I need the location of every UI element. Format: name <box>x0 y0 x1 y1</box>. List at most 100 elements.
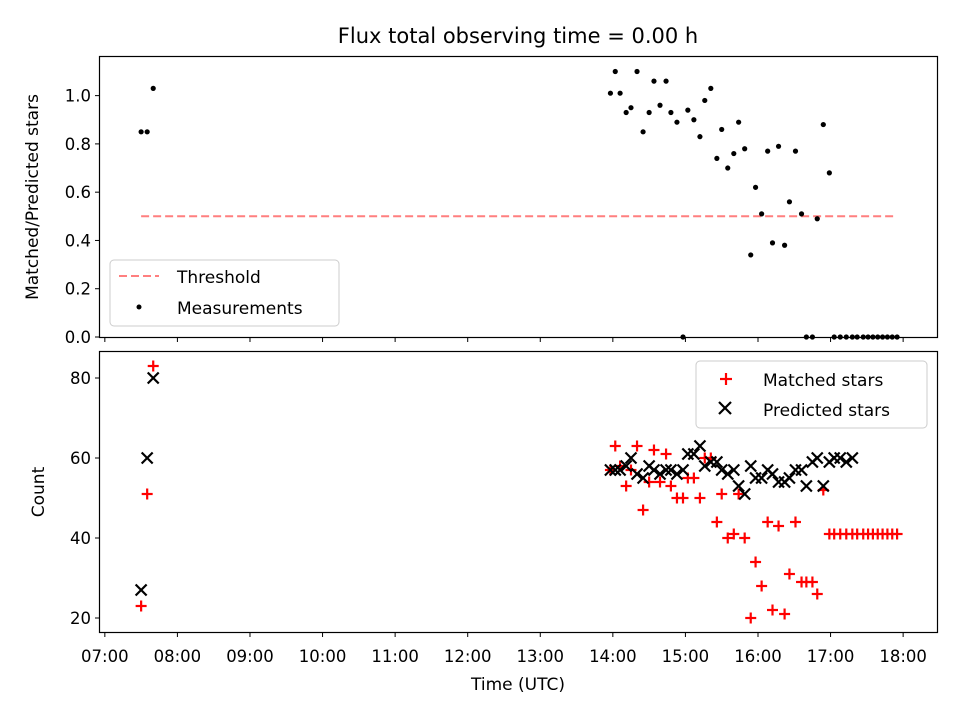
legend-predicted-label: Predicted stars <box>763 401 890 421</box>
measurement-point <box>708 85 714 91</box>
measurement-point <box>786 199 793 205</box>
measurement-point <box>628 105 634 111</box>
bottom-y-axis-label: Count <box>29 466 49 517</box>
top-axes-frame <box>98 55 939 339</box>
measurement-point <box>144 129 150 135</box>
matched-star-point <box>750 556 762 568</box>
matched-star-point <box>722 532 734 544</box>
matched-star-point <box>789 516 801 528</box>
measurement-point <box>612 68 618 75</box>
predicted-star-point <box>833 451 847 465</box>
predicted-star-point <box>810 451 824 465</box>
matched-star-point <box>637 504 649 516</box>
measurement-point <box>623 109 629 116</box>
bottom-y-tick-label: 20 <box>70 609 91 628</box>
predicted-star-point <box>721 467 735 481</box>
matched-star-point <box>779 608 791 620</box>
predicted-star-point <box>664 463 678 477</box>
legend-measurements-label: Measurements <box>177 299 303 319</box>
measurement-point <box>691 117 697 123</box>
measurement-point <box>634 68 640 75</box>
predicted-star-point <box>630 467 644 481</box>
matched-star-point <box>811 588 823 600</box>
legend-matched-label: Matched stars <box>763 371 883 391</box>
predicted-star-point <box>624 451 638 465</box>
matched-star-point <box>631 440 643 452</box>
bottom-y-tick-label: 40 <box>70 529 91 548</box>
legend-matched-marker <box>720 373 732 385</box>
measurement-point <box>138 129 144 135</box>
matched-star-point <box>694 492 706 504</box>
measurement-point <box>714 155 720 161</box>
predicted-star-point <box>681 447 695 461</box>
predicted-star-point <box>698 459 712 473</box>
predicted-star-point <box>840 455 853 469</box>
matched-star-point <box>135 600 147 612</box>
measurement-point <box>769 240 776 246</box>
bottom-panel: 07:00 08:00 09:00 10:00 11:00 12:00 13:00 14:00… <box>29 350 939 695</box>
matched-star-point <box>767 604 779 616</box>
predicted-star-point <box>772 475 785 489</box>
measurement-point <box>702 97 708 104</box>
matched-star-point <box>609 440 621 452</box>
matched-star-point <box>665 480 677 492</box>
matched-star-point <box>756 580 768 592</box>
matched-star-point <box>783 568 795 580</box>
matched-star-point <box>733 488 745 500</box>
matched-star-point <box>745 612 757 624</box>
top-y-tick-label: 1.0 <box>65 87 91 106</box>
measurement-point <box>748 252 754 258</box>
predicted-star-point <box>789 463 802 477</box>
bottom-axes-frame <box>98 350 939 634</box>
legend-measurements-marker <box>136 304 142 310</box>
predicted-star-point <box>732 479 745 493</box>
x-tick-label: 15:00 <box>662 647 710 666</box>
predicted-star-point <box>653 467 667 481</box>
predicted-star-point <box>744 459 758 473</box>
matched-star-point <box>620 480 632 492</box>
measurement-point <box>731 150 737 157</box>
x-tick-label: 16:00 <box>734 647 782 666</box>
measurement-point <box>685 107 691 113</box>
measurement-point <box>668 109 674 116</box>
measurement-point <box>736 119 742 125</box>
predicted-star-point <box>140 451 154 465</box>
x-tick-label: 07:00 <box>81 647 129 666</box>
predicted-star-point <box>710 455 724 469</box>
measurement-point <box>697 134 703 140</box>
matched-star-point <box>711 516 723 528</box>
measurement-point <box>651 78 657 84</box>
predicted-star-point <box>827 451 841 465</box>
top-y-tick-label: 0.4 <box>65 231 91 250</box>
matched-star-point <box>141 488 153 500</box>
top-y-tick-label: 0.2 <box>65 280 91 299</box>
predicted-star-point <box>846 451 859 465</box>
x-tick-label: 17:00 <box>807 647 855 666</box>
measurement-point <box>607 90 614 96</box>
measurement-point <box>792 148 799 154</box>
predicted-star-point <box>727 463 741 477</box>
predicted-star-point <box>795 463 808 477</box>
predicted-star-point <box>670 467 684 481</box>
matched-star-point <box>648 444 660 456</box>
predicted-star-point <box>755 471 768 485</box>
matched-star-point <box>643 476 655 488</box>
predicted-star-point <box>604 463 617 477</box>
measurement-point <box>820 121 826 128</box>
predicted-star-point <box>749 471 762 485</box>
measurement-point <box>742 146 748 152</box>
predicted-star-point <box>647 463 661 477</box>
measurement-point <box>663 78 669 84</box>
predicted-star-point <box>134 583 148 597</box>
measurement-point <box>617 90 623 96</box>
measurement-point <box>814 216 820 222</box>
predicted-star-point <box>693 439 707 453</box>
top-panel: 0.0 0.2 0.4 0.6 0.8 1.0 Matched/Predicted sta… <box>23 55 939 347</box>
predicted-star-point <box>659 463 673 477</box>
legend-threshold-label: Threshold <box>176 268 261 288</box>
matched-star-point <box>773 520 785 532</box>
x-tick-label: 09:00 <box>226 647 274 666</box>
matched-star-point <box>716 488 728 500</box>
top-legend: Threshold Measurements <box>109 259 340 327</box>
